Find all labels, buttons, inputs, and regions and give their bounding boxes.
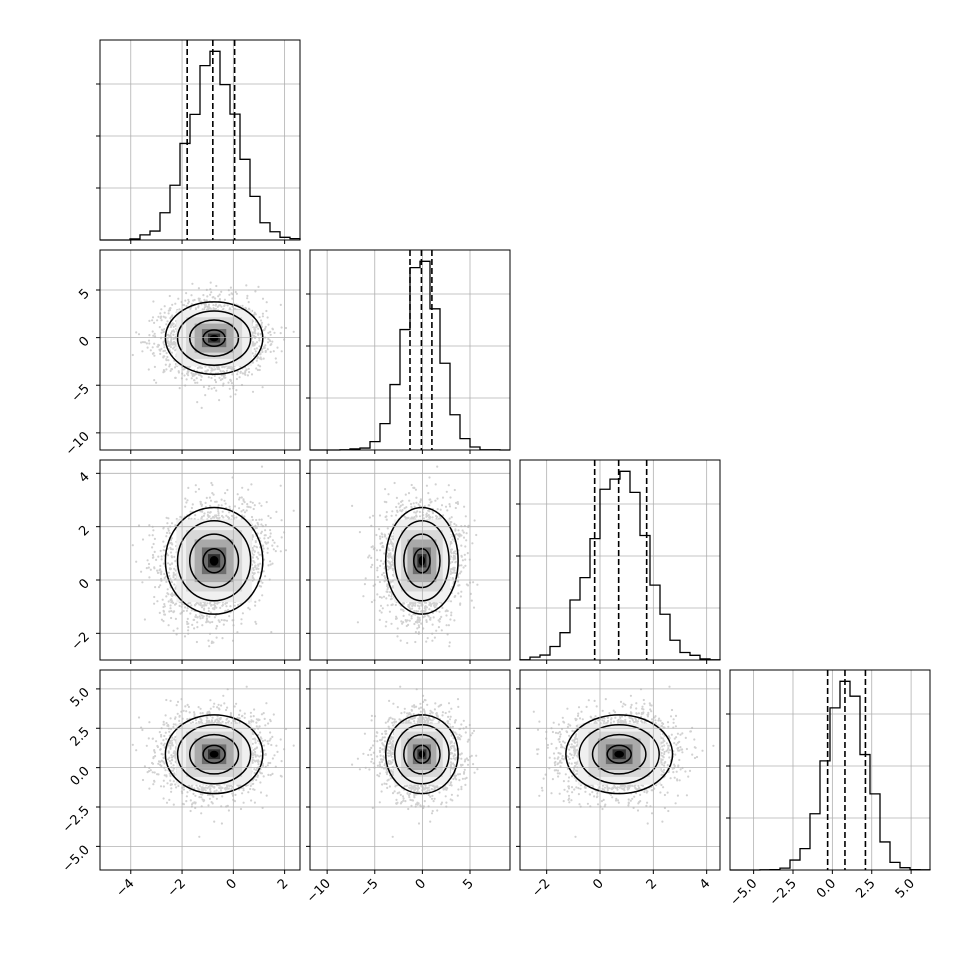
contour	[188, 319, 240, 357]
contour	[202, 548, 226, 574]
contour	[413, 744, 431, 764]
contour	[606, 744, 632, 764]
scatter-panel-2-0	[99, 459, 301, 661]
density-peak	[209, 556, 219, 566]
contour	[188, 533, 240, 589]
contour	[188, 733, 240, 775]
x-tick-label: −2	[529, 876, 553, 900]
y-tick-label: 5.0	[68, 685, 93, 710]
x-tick-label: 5.0	[893, 876, 918, 901]
contour	[164, 301, 264, 376]
hist-panel-0	[96, 39, 301, 241]
x-tick-label: −5.0	[728, 876, 761, 909]
contour	[394, 723, 450, 785]
x-tick-label: −4	[113, 876, 137, 900]
x-tick-label: 4	[697, 876, 713, 892]
y-tick-label: −2	[69, 630, 93, 654]
x-tick-label: −10	[304, 876, 334, 906]
contour	[578, 723, 660, 785]
y-tick-label: 4	[76, 470, 92, 486]
x-tick-label: −5	[357, 876, 381, 900]
histogram-step	[310, 260, 510, 451]
x-tick-label: −2.5	[767, 876, 800, 909]
scatter-panel-1-0	[99, 249, 301, 451]
y-tick-label: 0.0	[68, 764, 93, 789]
scatter-panel-3-1	[309, 669, 511, 871]
density-peak	[418, 750, 426, 758]
x-tick-label: 0.0	[814, 876, 839, 901]
x-tick-label: 0	[590, 876, 606, 892]
y-tick-label: −10	[63, 429, 93, 459]
x-tick-label: 5	[460, 876, 476, 892]
axes-frame	[99, 669, 301, 871]
x-tick-label: 2	[275, 876, 291, 892]
y-tick-label: 0	[76, 576, 92, 592]
contour	[403, 733, 441, 775]
y-tick-label: 5	[76, 286, 92, 302]
axes-frame	[309, 249, 511, 451]
histogram-step	[519, 470, 721, 661]
contour	[164, 506, 264, 615]
hist-panel-1	[306, 249, 511, 451]
contour	[176, 723, 252, 785]
y-tick-label: 2.5	[68, 724, 93, 749]
x-tick-label: 2	[644, 876, 660, 892]
contour	[176, 310, 252, 366]
axes-frame	[729, 669, 931, 871]
hist-panel-2	[516, 459, 721, 661]
contour	[384, 714, 459, 795]
density-peak	[614, 750, 624, 758]
axes-frame	[519, 669, 721, 871]
contour	[591, 733, 647, 775]
hist-panel-3	[726, 669, 931, 871]
y-tick-label: 0	[76, 334, 92, 350]
histogram-step	[730, 680, 931, 871]
scatter-panel-3-0	[99, 669, 301, 871]
density-peak	[418, 556, 426, 566]
contour	[202, 329, 226, 347]
axes-frame	[99, 249, 301, 451]
scatter-panel-2-1	[309, 459, 511, 661]
axes-frame	[99, 39, 301, 241]
y-tick-label: −5	[69, 381, 93, 405]
axes-frame	[309, 459, 511, 661]
contour	[403, 533, 441, 589]
contour	[202, 744, 226, 764]
x-tick-label: 2.5	[853, 876, 878, 901]
scatter-panel-3-2	[519, 669, 721, 871]
y-tick-label: −2.5	[60, 803, 93, 836]
axes-frame	[99, 459, 301, 661]
x-tick-label: 0	[224, 876, 240, 892]
histogram-step	[100, 50, 301, 241]
density-peak	[209, 750, 219, 758]
contour	[394, 520, 450, 602]
contour	[384, 506, 459, 615]
contour	[164, 714, 264, 795]
y-tick-label: −5.0	[60, 843, 93, 876]
contour	[565, 714, 674, 795]
x-tick-label: 0	[413, 876, 429, 892]
y-tick-label: 2	[76, 523, 92, 539]
axes-frame	[309, 669, 511, 871]
contour	[176, 520, 252, 602]
density-peak	[209, 334, 219, 342]
contour	[413, 548, 431, 574]
x-tick-label: −2	[165, 876, 189, 900]
axes-frame	[519, 459, 721, 661]
